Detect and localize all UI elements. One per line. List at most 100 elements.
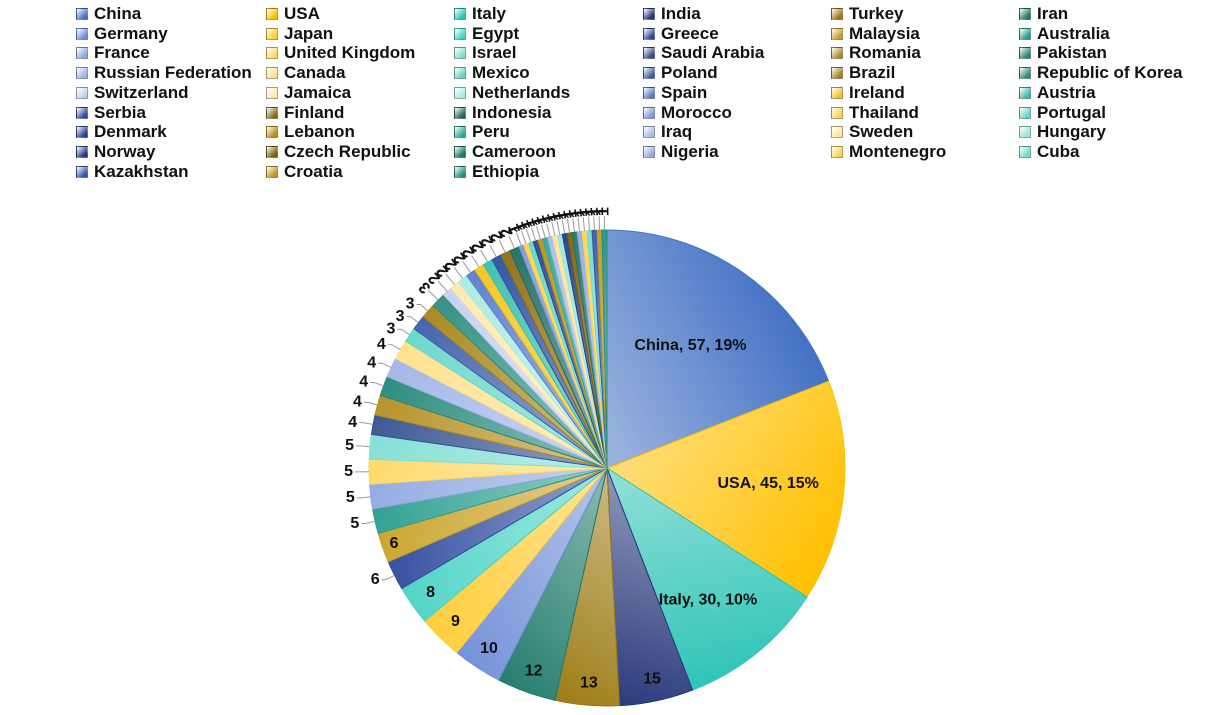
data-label: 12 (525, 662, 543, 679)
legend-item: Kazakhstan (76, 162, 188, 182)
legend-label: Greece (661, 23, 719, 43)
legend-swatch (76, 47, 88, 60)
legend-label: Lebanon (284, 122, 355, 142)
leader-line (556, 220, 561, 235)
data-label: 1 (552, 210, 570, 222)
data-label: 1 (563, 208, 581, 219)
legend-label: India (661, 4, 701, 23)
leader-line (587, 216, 591, 231)
legend-swatch (831, 145, 843, 158)
data-label: 8 (426, 584, 435, 601)
legend-label: Denmark (94, 122, 167, 142)
leader-line (445, 273, 456, 286)
legend-label: USA (284, 4, 320, 23)
legend-label: Russian Federation (94, 63, 252, 83)
legend-swatch (76, 27, 88, 40)
legend-swatch (266, 47, 278, 60)
legend-item: Republic of Korea (1019, 63, 1182, 83)
legend-swatch (831, 126, 843, 139)
leader-line (416, 304, 429, 312)
legend-label: Indonesia (472, 102, 552, 122)
legend-label: Sweden (849, 122, 914, 142)
legend-swatch (831, 86, 843, 99)
leader-line (370, 381, 384, 387)
legend-swatch (76, 165, 88, 178)
data-label: 13 (580, 674, 598, 691)
legend-swatch (454, 106, 466, 119)
legend-item: Denmark (76, 122, 167, 142)
legend-item: USA (266, 4, 320, 24)
legend-label: Poland (661, 63, 718, 83)
legend-label: Pakistan (1037, 43, 1107, 63)
legend-item: Japan (266, 24, 333, 44)
legend-label: Malaysia (849, 23, 920, 43)
data-label: 1 (568, 208, 586, 219)
leader-line (535, 225, 541, 240)
data-label: 1 (557, 209, 575, 221)
data-label: 6 (371, 571, 380, 588)
legend-swatch (831, 106, 843, 119)
legend-swatch (266, 67, 278, 80)
leader-line (437, 280, 448, 292)
leader-line (397, 328, 410, 336)
legend-item: Ireland (831, 83, 905, 103)
data-label: 6 (390, 535, 399, 552)
legend-label: France (94, 43, 150, 63)
legend-label: Mexico (472, 63, 530, 83)
legend-swatch (454, 67, 466, 80)
legend-label: Norway (94, 141, 156, 161)
legend-label: Finland (284, 102, 345, 122)
legend-item: China (76, 4, 141, 24)
legend-item: Canada (266, 63, 345, 83)
leader-line (551, 222, 556, 236)
pie-slice (605, 380, 846, 598)
legend-item: Egypt (454, 24, 519, 44)
legend-label: Turkey (849, 4, 904, 23)
legend-swatch (643, 67, 655, 80)
legend-label: Ethiopia (472, 161, 540, 181)
data-label: 1 (590, 207, 607, 217)
data-label: 1 (536, 213, 555, 226)
legend-item: Russian Federation (76, 63, 252, 83)
data-label: 4 (348, 414, 357, 431)
legend-item: Romania (831, 43, 921, 63)
legend-item: Mexico (454, 63, 530, 83)
legend-label: Japan (284, 23, 334, 43)
legend-label: Saudi Arabia (661, 43, 765, 63)
data-label: 1 (585, 207, 602, 217)
leader-line (508, 235, 515, 249)
leader-line (515, 232, 522, 247)
legend-swatch (454, 145, 466, 158)
data-label: 3 (406, 296, 415, 313)
data-label: 1 (531, 214, 550, 227)
legend-label: Iran (1037, 4, 1069, 23)
leader-line (480, 249, 489, 263)
legend-item: Malaysia (831, 24, 920, 44)
data-label: 3 (396, 308, 405, 325)
legend-swatch (831, 8, 843, 20)
legend-swatch (643, 86, 655, 99)
legend-swatch (831, 27, 843, 40)
legend-label: Czech Republic (284, 141, 411, 161)
legend-swatch (76, 126, 88, 139)
legend-item: India (643, 4, 701, 24)
leader-line (577, 217, 581, 232)
legend-item: Saudi Arabia (643, 43, 764, 63)
legend-swatch (454, 47, 466, 60)
leader-line (520, 230, 527, 245)
legend-swatch (643, 106, 655, 119)
leader-line (593, 216, 596, 231)
legend-label: United Kingdom (284, 43, 416, 63)
legend-swatch (266, 86, 278, 99)
legend-swatch (1019, 86, 1031, 99)
legend-item: Nigeria (643, 142, 719, 162)
legend-swatch (454, 165, 466, 178)
legend-label: Peru (472, 122, 510, 142)
legend-swatch (76, 67, 88, 80)
leader-line (406, 316, 419, 324)
legend-label: Romania (849, 43, 921, 63)
legend-label: Australia (1037, 23, 1110, 43)
legend-item: Morocco (643, 103, 732, 123)
legend-item: Cameroon (454, 142, 556, 162)
